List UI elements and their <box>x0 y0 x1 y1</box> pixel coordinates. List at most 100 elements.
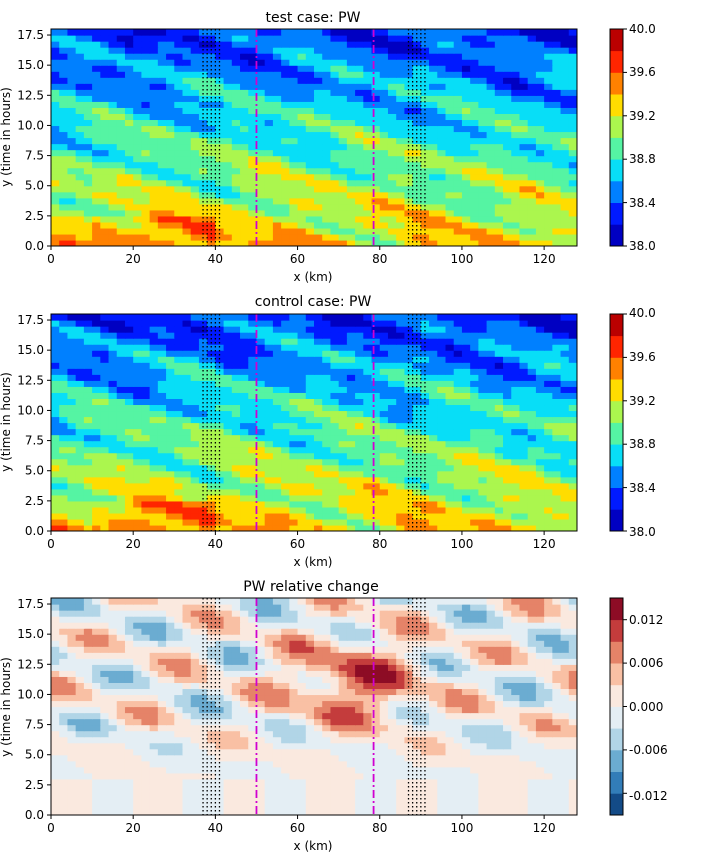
heatmap-cell <box>437 386 447 393</box>
heatmap-cell <box>240 500 249 508</box>
heatmap-cell <box>486 89 496 96</box>
x-tick-label: 0 <box>47 252 55 266</box>
heatmap-cell <box>59 173 69 181</box>
heatmap-cell <box>355 143 364 151</box>
heatmap-cell <box>297 440 307 448</box>
heatmap-cell <box>461 488 471 496</box>
heatmap-cell <box>297 512 307 520</box>
axes-frame <box>50 28 578 247</box>
heatmap-cell <box>75 434 85 442</box>
heatmap-cell <box>445 35 455 42</box>
heatmap-cell <box>67 512 77 520</box>
heatmap-cell <box>330 410 340 418</box>
heatmap-cell <box>568 95 577 102</box>
heatmap-cell <box>330 392 340 399</box>
heatmap-cell <box>429 227 438 235</box>
heatmap-cell <box>445 790 455 798</box>
heatmap-cell <box>92 356 101 363</box>
heatmap-cell <box>51 422 60 430</box>
heatmap-cell <box>198 350 208 357</box>
heatmap-cell <box>75 197 85 205</box>
heatmap-cell <box>281 101 290 108</box>
heatmap-cell <box>453 59 463 66</box>
heatmap-cell <box>453 488 463 496</box>
heatmap-cell <box>297 326 307 333</box>
heatmap-cell <box>535 161 545 169</box>
heatmap-cell <box>83 155 93 163</box>
heatmap-cell <box>396 332 406 339</box>
heatmap-cell <box>83 167 93 175</box>
heatmap-cell <box>207 179 216 187</box>
heatmap-cell <box>67 173 77 181</box>
heatmap-cell <box>182 47 192 54</box>
heatmap-cell <box>166 326 175 333</box>
heatmap-cell <box>59 83 69 90</box>
heatmap-cell <box>264 314 274 321</box>
heatmap-cell <box>198 488 208 496</box>
heatmap-cell <box>248 398 258 406</box>
heatmap-cell <box>231 410 241 418</box>
heatmap-cell <box>75 452 85 460</box>
heatmap-cell <box>133 470 143 478</box>
heatmap-cell <box>157 808 167 815</box>
heatmap-cell <box>429 440 438 448</box>
heatmap-cell <box>108 113 118 121</box>
heatmap-cell <box>116 422 126 430</box>
heatmap-cell <box>59 476 69 484</box>
heatmap-cell <box>166 155 175 163</box>
heatmap-cell <box>552 179 562 187</box>
heatmap-cell <box>116 524 126 531</box>
heatmap-cell <box>527 446 537 454</box>
heatmap-cell <box>511 326 521 333</box>
heatmap-cell <box>223 790 233 798</box>
heatmap-cell <box>75 404 85 412</box>
heatmap-cell <box>166 137 175 145</box>
heatmap-cell <box>379 482 389 490</box>
heatmap-cell <box>157 356 167 363</box>
heatmap-cell <box>560 185 570 193</box>
heatmap-cell <box>379 332 389 339</box>
heatmap-cell <box>51 131 60 139</box>
heatmap-cell <box>330 796 340 804</box>
heatmap-cell <box>67 524 77 531</box>
heatmap-cell <box>486 416 496 424</box>
heatmap-cell <box>223 47 233 54</box>
heatmap-cell <box>470 374 479 381</box>
heatmap-cell <box>396 506 406 514</box>
heatmap-cell <box>166 808 175 815</box>
heatmap-cell <box>182 191 192 199</box>
heatmap-cell <box>568 368 577 375</box>
heatmap-cell <box>535 185 545 193</box>
heatmap-cell <box>494 203 504 211</box>
heatmap-cell <box>108 119 118 127</box>
heatmap-cell <box>535 53 545 60</box>
heatmap-cell <box>182 410 192 418</box>
heatmap-cell <box>330 476 340 484</box>
heatmap-cell <box>248 428 258 436</box>
heatmap-cell <box>527 29 537 36</box>
heatmap-cell <box>124 416 134 424</box>
heatmap-cell <box>51 398 60 406</box>
heatmap-cell <box>116 314 126 321</box>
heatmap-cell <box>478 83 488 90</box>
heatmap-cell <box>231 524 241 531</box>
heatmap-cell <box>560 101 570 108</box>
heatmap-cell <box>338 71 348 78</box>
heatmap-cell <box>157 518 167 526</box>
heatmap-cell <box>133 233 143 241</box>
heatmap-cell <box>453 77 463 84</box>
heatmap-cell <box>281 215 290 223</box>
heatmap-cell <box>552 143 562 151</box>
heatmap-cell <box>330 428 340 436</box>
heatmap-cell <box>75 796 85 804</box>
heatmap-cell <box>231 440 241 448</box>
heatmap-cell <box>182 155 192 163</box>
heatmap-cell <box>330 215 340 223</box>
heatmap-cell <box>223 416 233 424</box>
heatmap-cell <box>116 101 126 108</box>
heatmap-cell <box>420 488 430 496</box>
heatmap-cell <box>272 59 282 66</box>
heatmap-cell <box>429 332 438 339</box>
heatmap-cell <box>116 221 126 229</box>
heatmap-cell <box>437 89 447 96</box>
